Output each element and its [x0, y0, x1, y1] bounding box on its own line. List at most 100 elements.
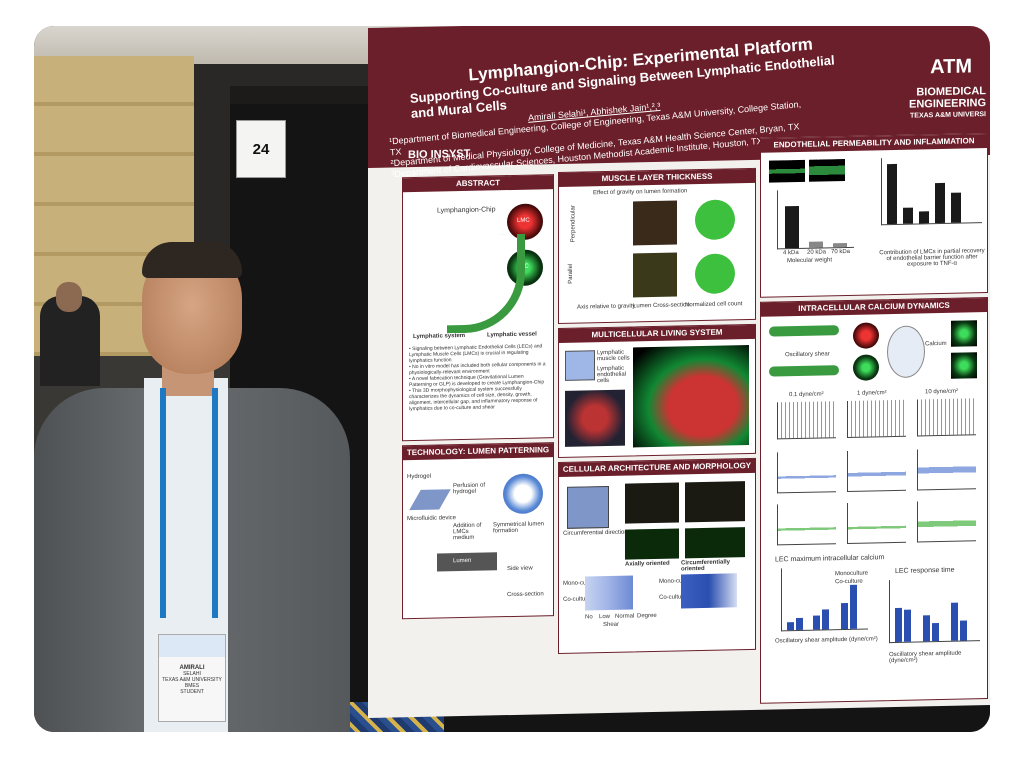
bar-20kda	[809, 241, 823, 248]
label-axially: Axially oriented	[625, 560, 670, 568]
section-abstract: ABSTRACT Lymphangion-Chip LMC LEC Lympha…	[402, 174, 554, 442]
label-lymphatic-system: Lymphatic system	[413, 332, 466, 341]
section-abstract-header: ABSTRACT	[403, 175, 553, 193]
label-hydrogel: Hydrogel	[407, 473, 432, 481]
rt-bar-2	[904, 609, 911, 642]
polar-plot-2	[695, 253, 735, 295]
section-cellular-header: CELLULAR ARCHITECTURE AND MORPHOLOGY	[559, 458, 755, 477]
abstract-bullet-4: • This 3D morphophysiological system suc…	[409, 385, 538, 413]
abstract-bullets: • Signaling between Lymphatic Endothelia…	[409, 343, 547, 412]
label-side-view: Side view	[507, 565, 533, 573]
lumen-circle	[503, 473, 543, 515]
vessel-illustration	[447, 233, 525, 334]
mc-bar-3	[813, 615, 820, 630]
bar-4kda	[785, 205, 799, 249]
photo-frame: 24 Lymphangion-Chip: Experimental Platfo…	[34, 26, 990, 732]
rt-bar-1	[895, 607, 902, 642]
lanyard	[160, 388, 218, 618]
lec-plot-2	[847, 449, 906, 492]
muscle-image-1	[633, 200, 677, 246]
heatmap-2	[681, 573, 737, 609]
section-muscle: MUSCLE LAYER THICKNESS Effect of gravity…	[558, 167, 756, 325]
shear-plot-3	[917, 398, 976, 437]
heatmap-1	[585, 575, 633, 611]
label-shear: Shear	[603, 621, 620, 629]
label-lumen: Lumen	[453, 557, 472, 565]
vessel-diagram-2	[769, 365, 839, 377]
label-lymphatic-vessel: Lymphatic vessel	[487, 331, 537, 339]
lmc-plot-2	[847, 501, 906, 544]
background-person-head	[56, 282, 82, 312]
mc-bar-4	[822, 609, 829, 630]
lmc-plot-3	[917, 500, 976, 543]
muscle-image-2	[633, 252, 677, 298]
mc-bar-1	[787, 622, 794, 631]
tamu-dept: BIOMEDICAL ENGINEERING	[908, 85, 986, 111]
multicellular-body: Lymphatic muscle cells Lymphatic endothe…	[563, 343, 751, 453]
device-drawing	[409, 489, 451, 511]
label-molecular-weight: Molecular weight	[787, 257, 833, 265]
calcium-lec-image-2	[951, 352, 977, 379]
section-cellular: CELLULAR ARCHITECTURE AND MORPHOLOGY Cir…	[558, 457, 756, 655]
badge-affiliation: TEXAS A&M UNIVERSITY	[162, 677, 222, 683]
label-lec-response-time: LEC response time	[895, 566, 955, 575]
label-circumferential: Circumferential direction	[563, 529, 628, 537]
rt-bar-6	[960, 620, 967, 641]
label-parallel: Parallel	[568, 263, 575, 284]
cube-diagram	[565, 350, 595, 381]
label-dyn-01: 0.1 dyne/cm²	[789, 391, 824, 399]
section-multicellular-header: MULTICELLULAR LIVING SYSTEM	[559, 324, 755, 343]
name-badge: AMIRALI SELAHI TEXAS A&M UNIVERSITY BMES…	[158, 634, 226, 722]
bar-70kda	[833, 242, 847, 248]
research-poster: Lymphangion-Chip: Experimental Platform …	[368, 26, 990, 719]
label-0-min: 0 min	[777, 156, 792, 163]
label-low: Low	[599, 613, 611, 621]
confocal-image-small	[565, 389, 625, 447]
label-shear-amplitude-2: Oscillatory shear amplitude (dyne/cm²)	[889, 650, 962, 665]
section-technology: TECHNOLOGY: LUMEN PATTERNING Hydrogel Mi…	[402, 442, 554, 620]
cell-image-3	[625, 528, 679, 560]
label-perfusion: Perfusion of hydrogel	[453, 482, 486, 496]
cube-diagram-2	[567, 485, 609, 529]
lmc-plot-1	[777, 503, 836, 546]
label-microfluidic: Microfluidic device	[407, 515, 457, 523]
label-dyn-10: 10 dyne/cm²	[925, 388, 959, 396]
badge-header	[159, 635, 225, 657]
abstract-body: Lymphangion-Chip LMC LEC Lymphatic syste…	[407, 193, 549, 436]
technology-body: Hydrogel Microfluidic device Perfusion o…	[407, 461, 549, 614]
label-calcium: Calcium	[925, 340, 947, 348]
mc-bar-6	[850, 584, 857, 629]
lec-plot-1	[777, 451, 836, 494]
permeability-image-0	[769, 159, 805, 183]
section-endothelial-header: ENDOTHELIAL PERMEABILITY AND INFLAMMATIO…	[761, 134, 987, 153]
shear-plot-2	[847, 399, 906, 438]
legend-coculture: Co-culture	[835, 578, 863, 586]
label-lymphatic-endo: Lymphatic endothelial cells	[597, 365, 627, 385]
lec-plot-3	[917, 448, 976, 491]
tnf-bar-1	[887, 163, 897, 225]
calcium-lmc-image	[853, 322, 879, 349]
tnf-bar-5	[951, 192, 961, 223]
label-4kda: 4 kDa	[783, 249, 799, 257]
label-lmc: LMC	[517, 217, 530, 224]
permeability-image-30	[809, 159, 845, 182]
label-dyn-1: 1 dyne/cm²	[857, 390, 887, 397]
muscle-body: Effect of gravity on lumen formation Per…	[563, 187, 751, 319]
badge-org: BMES	[184, 683, 200, 689]
presenter: AMIRALI SELAHI TEXAS A&M UNIVERSITY BMES…	[34, 238, 354, 732]
section-calcium-header: INTRACELLULAR CALCIUM DYNAMICS	[761, 298, 987, 317]
section-multicellular: MULTICELLULAR LIVING SYSTEM Lymphatic mu…	[558, 323, 756, 459]
presenter-hair	[142, 242, 242, 278]
label-effect-gravity: Effect of gravity on lumen formation	[593, 188, 688, 197]
cell-diagram	[887, 325, 925, 379]
label-no: No	[585, 614, 593, 621]
label-lumen-cross: Lumen Cross-section	[633, 302, 690, 310]
tnf-bar-4	[935, 182, 945, 224]
bioinsyst-logo: BIO INSYST	[408, 147, 471, 162]
legend-monoculture: Monoculture	[835, 570, 869, 578]
calcium-lec-image	[853, 354, 879, 381]
label-20kda: 20 kDa	[807, 249, 827, 256]
rt-bar-3	[923, 615, 930, 642]
cellular-body: Circumferential direction Axially orient…	[563, 477, 751, 649]
tnf-bar-2	[903, 207, 913, 224]
